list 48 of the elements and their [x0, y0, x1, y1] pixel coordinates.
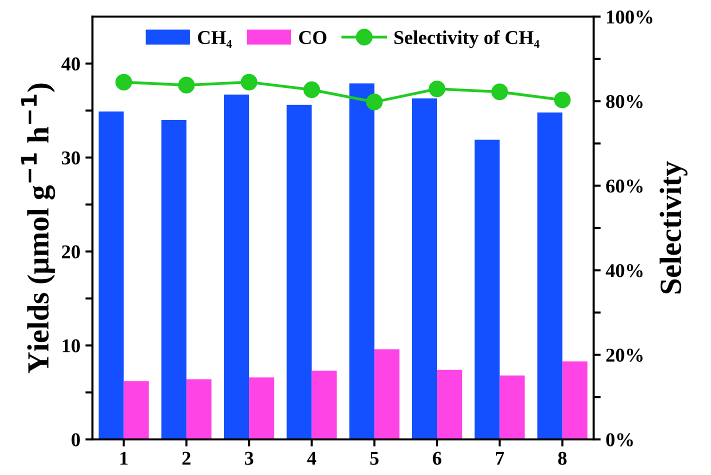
- point: [491, 84, 508, 100]
- bar: [286, 104, 312, 440]
- y2-axis-title: Selectivity: [660, 161, 688, 294]
- point: [554, 92, 571, 108]
- y-tick-label: 10: [62, 339, 80, 352]
- point: [303, 81, 320, 98]
- y-tick-label: 20: [62, 245, 80, 258]
- bar: [412, 98, 438, 440]
- point: [178, 76, 195, 94]
- point: [115, 74, 132, 90]
- bar: [312, 370, 337, 440]
- bar: [437, 370, 462, 440]
- y2-tick-label: 0%: [606, 433, 633, 446]
- bar: [161, 120, 186, 440]
- legend-label: Selectivity of CH₄: [394, 30, 540, 48]
- x-tick-label: 7: [496, 452, 504, 465]
- x-tick-label: 2: [182, 452, 190, 465]
- y2-tick-label: 80%: [606, 94, 643, 108]
- bar: [562, 361, 588, 440]
- bar: [98, 112, 124, 440]
- point: [366, 94, 383, 110]
- y2-tick-label: 40%: [606, 264, 643, 278]
- point: [428, 80, 446, 98]
- y-tick-label: 40: [61, 57, 80, 71]
- bar: [349, 83, 374, 440]
- bar: [500, 375, 525, 440]
- bar: [224, 94, 250, 440]
- x-tick-label: 8: [558, 452, 567, 465]
- bar: [249, 377, 274, 440]
- legend-label: CO: [299, 31, 326, 44]
- x-tick-label: 1: [120, 452, 128, 465]
- x-tick-label: 3: [244, 452, 254, 465]
- y2-tick-label: 20%: [606, 348, 643, 362]
- y-tick-label: 30: [62, 151, 80, 164]
- y2-tick-label: 100%: [607, 10, 652, 24]
- x-tick-label: 4: [307, 452, 316, 465]
- bar: [124, 381, 149, 440]
- x-tick-label: 6: [432, 452, 442, 465]
- legend-label: CH₄: [198, 31, 232, 48]
- bar: [537, 112, 562, 440]
- x-tick-label: 5: [370, 452, 379, 465]
- y2-tick-label: 60%: [606, 180, 643, 193]
- bar: [186, 379, 212, 440]
- y-axis-title: Yields (μmol g$^{−1}$ h$^{−1}$): [21, 84, 56, 374]
- bar: [474, 140, 500, 440]
- y-tick-label: 0: [72, 433, 80, 446]
- bar: [374, 349, 400, 440]
- point: [240, 74, 258, 90]
